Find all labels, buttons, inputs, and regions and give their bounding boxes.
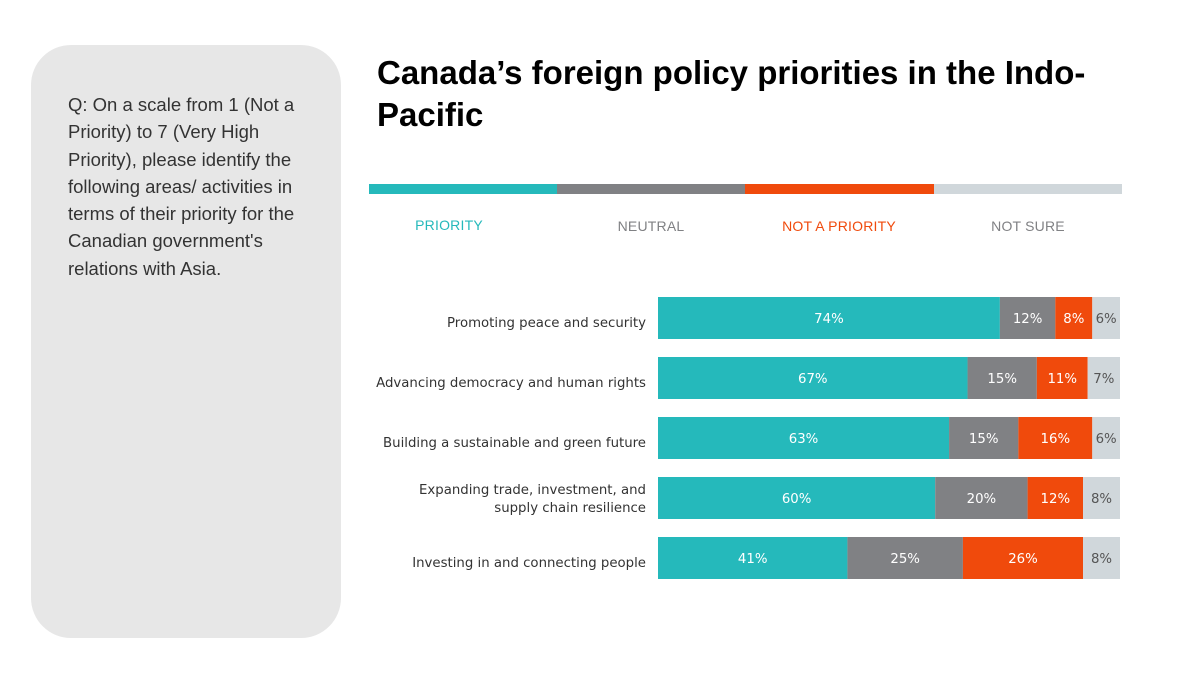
bar-value-label: 8% (1091, 552, 1112, 567)
category-label: Advancing democracy and human rights (376, 376, 646, 391)
bar-segment-neutral (847, 537, 963, 579)
legend-swatch-not-sure (934, 184, 1122, 194)
bar-value-label: 63% (789, 432, 819, 447)
bar-value-label: 41% (738, 552, 768, 567)
bar-segment-neutral (999, 297, 1056, 339)
bar-segment-not-sure (1087, 357, 1120, 399)
question-panel: Q: On a scale from 1 (Not a Priority) to… (31, 45, 341, 638)
bar-segment-priority (658, 297, 1000, 339)
bar-segment-not-sure (1092, 417, 1120, 459)
bar-value-label: 15% (987, 372, 1017, 387)
bar-segment-not-sure (1083, 537, 1120, 579)
bar-value-label: 11% (1047, 372, 1077, 387)
bar-segment-priority (658, 537, 848, 579)
bar-value-label: 7% (1093, 372, 1114, 387)
legend-label-not-a-priority: NOT A PRIORITY (782, 218, 896, 234)
bar-value-label: 20% (967, 492, 997, 507)
category-label: Investing in and connecting people (412, 556, 646, 571)
bar-value-label: 60% (782, 492, 812, 507)
category-label: Expanding trade, investment, and (419, 483, 646, 498)
chart-title: Canada’s foreign policy priorities in th… (377, 54, 1086, 133)
bar-value-label: 8% (1063, 312, 1084, 327)
bar-segment-neutral (935, 477, 1028, 519)
bar-segment-not-a-priority (1036, 357, 1088, 399)
bar-value-label: 15% (969, 432, 999, 447)
category-label: Promoting peace and security (447, 316, 646, 331)
bar-value-label: 67% (798, 372, 828, 387)
bar-value-label: 8% (1091, 492, 1112, 507)
bar-segment-not-a-priority (1027, 477, 1084, 519)
bar-segment-priority (658, 417, 950, 459)
bar-segment-priority (658, 357, 968, 399)
legend-label-neutral: NEUTRAL (617, 218, 685, 234)
legend-label-priority: PRIORITY (415, 217, 483, 233)
category-label: supply chain resilience (494, 501, 646, 516)
legend-label-not-sure: NOT SURE (991, 218, 1065, 234)
bar-segment-not-sure (1092, 297, 1120, 339)
bar-segment-neutral (949, 417, 1019, 459)
bar-segment-not-a-priority (1055, 297, 1093, 339)
legend-swatch-not-a-priority (745, 184, 934, 194)
legend-swatch-priority (369, 184, 557, 194)
bar-value-label: 6% (1096, 432, 1117, 447)
bar-value-label: 12% (1013, 312, 1043, 327)
legend-swatch-neutral (557, 184, 745, 194)
category-label: Building a sustainable and green future (383, 436, 646, 451)
bar-value-label: 16% (1041, 432, 1071, 447)
bar-value-label: 6% (1096, 312, 1117, 327)
question-text: Q: On a scale from 1 (Not a Priority) to… (68, 94, 295, 279)
bar-value-label: 74% (814, 312, 844, 327)
bar-segment-neutral (967, 357, 1037, 399)
bar-value-label: 25% (890, 552, 920, 567)
bar-value-label: 12% (1041, 492, 1071, 507)
bar-segment-not-sure (1083, 477, 1120, 519)
bar-segment-not-a-priority (962, 537, 1084, 579)
bar-value-label: 26% (1008, 552, 1038, 567)
bar-segment-not-a-priority (1018, 417, 1093, 459)
bar-segment-priority (658, 477, 936, 519)
